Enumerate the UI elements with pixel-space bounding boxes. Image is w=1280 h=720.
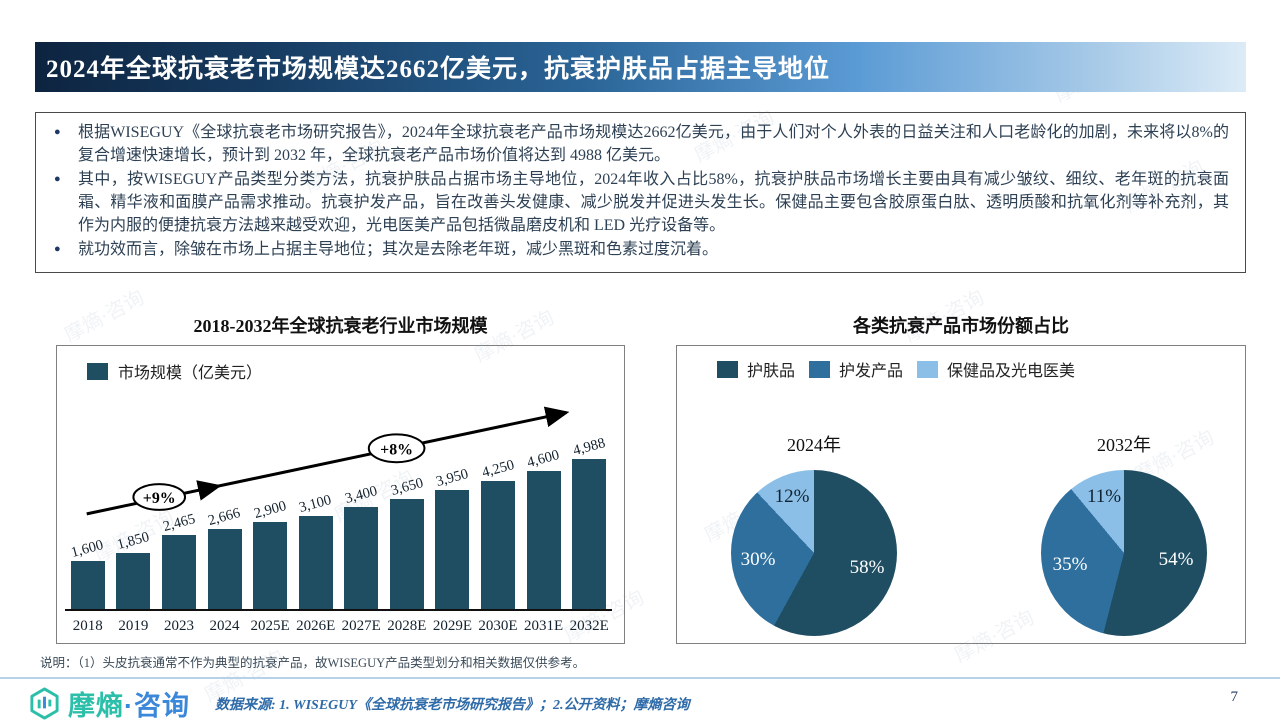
bar-group-2023: 2,465 xyxy=(156,511,202,609)
bar-x-axis-labels: 2018 2019 2023 2024 2025E 2026E 2027E 2028E 2029… xyxy=(65,611,612,635)
pie-legend-label: 保健品及光电医美 xyxy=(947,363,1076,380)
x-axis-label: 2024 xyxy=(209,618,240,634)
bar xyxy=(435,490,470,609)
pie-slice-label: 35% xyxy=(1052,554,1088,575)
bar xyxy=(480,481,515,609)
bar-series: 1,600 1,850 2,465 2,666 2,900 3,100 3,400 3,650… xyxy=(65,390,612,611)
bar-group-2029E: 3,950 xyxy=(430,466,476,609)
bar-group-2031E: 4,600 xyxy=(521,447,567,609)
x-axis-label: 2019 xyxy=(118,618,149,634)
x-axis-label: 2030E xyxy=(478,618,518,634)
bar xyxy=(344,507,379,609)
pie-legend-swatch xyxy=(917,360,939,378)
footer-divider xyxy=(0,677,1280,679)
x-axis-label: 2027E xyxy=(341,618,381,634)
x-axis-label: 2025E xyxy=(250,618,290,634)
bar-value-label: 2,465 xyxy=(160,511,197,535)
pie-slice-label: 54% xyxy=(1158,549,1194,570)
x-axis-label: 2029E xyxy=(432,618,472,634)
bar-group-2032E: 4,988 xyxy=(566,435,612,609)
pie-2032-title: 2032年 xyxy=(1097,435,1151,455)
pie-legend-swatch xyxy=(809,360,831,378)
bar-value-label: 1,850 xyxy=(115,529,152,553)
bar-value-label: 3,950 xyxy=(434,466,471,490)
bar-group-2027E: 3,400 xyxy=(338,483,384,609)
bar-chart-title: 2018-2032年全球抗衰老行业市场规模 xyxy=(193,316,488,336)
summary-bullet-3: 就功效而言，除皱在市场上占据主导地位；其次是去除老年斑，减少黑斑和色素过度沉着。 xyxy=(48,238,1229,261)
pie-chart-title: 各类抗衰产品市场份额占比 xyxy=(853,316,1069,336)
bar-chart-plot: 1,600 1,850 2,465 2,666 2,900 3,100 3,400 3,650… xyxy=(65,390,612,641)
x-axis-label: 2028E xyxy=(387,618,427,634)
page-number: 7 xyxy=(1230,689,1239,705)
pie-chart-legend: 护肤品 护发产品 保健品及光电医美 xyxy=(717,357,1075,381)
pie-legend-label: 护肤品 xyxy=(747,363,796,380)
bar xyxy=(298,516,333,609)
bar xyxy=(526,471,561,609)
pie-slice-label: 11% xyxy=(1086,486,1122,507)
bar xyxy=(207,529,242,609)
bar-group-2024: 2,666 xyxy=(202,505,248,609)
pie-2032: 54% 35% 11% xyxy=(1041,470,1207,636)
logo-hexagon-icon xyxy=(30,687,59,720)
data-source: 数据来源: 1. WISEGUY《全球抗衰老市场研究报告》；2.公开资料；摩熵咨… xyxy=(215,698,690,713)
bar-value-label: 3,100 xyxy=(297,492,334,516)
footnote: 说明：（1）头皮抗衰通常不作为典型的抗衰产品，故WISEGUY产品类型划分和相关… xyxy=(40,656,586,670)
bar-chart-box: 市场规模（亿美元） 1,600 1,850 2,465 2,666 2,900 3,100… xyxy=(56,345,625,644)
pie-legend-swatch xyxy=(717,360,738,378)
summary-bullet-2: 其中，按WISEGUY产品类型分类方法，抗衰护肤品占据市场主导地位，2024年收… xyxy=(48,168,1229,237)
summary-bullet-list: 根据WISEGUY《全球抗衰老市场研究报告》，2024年全球抗衰老产品市场规模达… xyxy=(48,121,1229,261)
x-axis-label: 2032E xyxy=(569,618,609,634)
bar xyxy=(572,459,607,609)
bar xyxy=(70,561,105,609)
title-banner: 2024年全球抗衰老市场规模达2662亿美元，抗衰护肤品占据主导地位 xyxy=(35,42,1246,92)
page-title: 2024年全球抗衰老市场规模达2662亿美元，抗衰护肤品占据主导地位 xyxy=(46,56,831,83)
bar xyxy=(253,522,288,609)
x-axis-label: 2026E xyxy=(296,618,336,634)
bar-group-2025E: 2,900 xyxy=(247,498,293,609)
bar xyxy=(116,553,151,609)
summary-box: 根据WISEGUY《全球抗衰老市场研究报告》，2024年全球抗衰老产品市场规模达… xyxy=(35,112,1246,273)
logo-text: 摩熵·咨询 xyxy=(68,691,190,720)
bar-value-label: 4,988 xyxy=(571,435,607,459)
x-axis-label: 2018 xyxy=(72,618,103,634)
bar xyxy=(389,499,424,609)
bar-group-2019: 1,850 xyxy=(111,529,157,609)
bar-group-2018: 1,600 xyxy=(65,537,111,609)
pie-legend-item-1: 护肤品 xyxy=(717,357,795,381)
bar-value-label: 4,250 xyxy=(480,457,516,481)
pie-legend-item-3: 保健品及光电医美 xyxy=(917,357,1075,381)
legend-swatch-market-size xyxy=(87,362,108,380)
bar-group-2026E: 3,100 xyxy=(293,492,339,609)
pie-2024: 58% 30% 12% xyxy=(731,470,897,636)
pie-2032-group: 2032年 54% 35% 11% xyxy=(1041,431,1207,636)
bar-value-label: 4,600 xyxy=(525,447,562,471)
bar-group-2028E: 3,650 xyxy=(384,475,430,609)
bar-group-2030E: 4,250 xyxy=(475,457,521,609)
pie-legend-item-2: 护发产品 xyxy=(809,357,903,381)
pie-legend-label: 护发产品 xyxy=(839,363,904,380)
pie-chart-box: 护肤品 护发产品 保健品及光电医美 2024年 58% 30% 12% 2032年 54… xyxy=(676,345,1246,644)
summary-bullet-1: 根据WISEGUY《全球抗衰老市场研究报告》，2024年全球抗衰老产品市场规模达… xyxy=(48,121,1229,167)
pie-slice-label: 30% xyxy=(740,549,776,570)
bar-value-label: 2,666 xyxy=(206,505,243,529)
legend-label-market-size: 市场规模（亿美元） xyxy=(118,365,263,382)
bar-chart-legend: 市场规模（亿美元） xyxy=(87,359,262,383)
bar-value-label: 2,900 xyxy=(252,498,288,522)
pie-2024-title: 2024年 xyxy=(787,435,841,455)
pie-slice-label: 12% xyxy=(774,486,810,507)
bar-value-label: 3,400 xyxy=(343,483,379,507)
pie-slice-label: 58% xyxy=(849,557,885,578)
bar xyxy=(161,535,196,609)
pie-2024-group: 2024年 58% 30% 12% xyxy=(731,431,897,636)
bar-value-label: 1,600 xyxy=(69,537,106,561)
company-logo: 摩熵·咨询 xyxy=(28,684,190,720)
x-axis-label: 2031E xyxy=(523,618,564,634)
x-axis-label: 2023 xyxy=(163,618,194,634)
bar-value-label: 3,650 xyxy=(388,475,425,499)
